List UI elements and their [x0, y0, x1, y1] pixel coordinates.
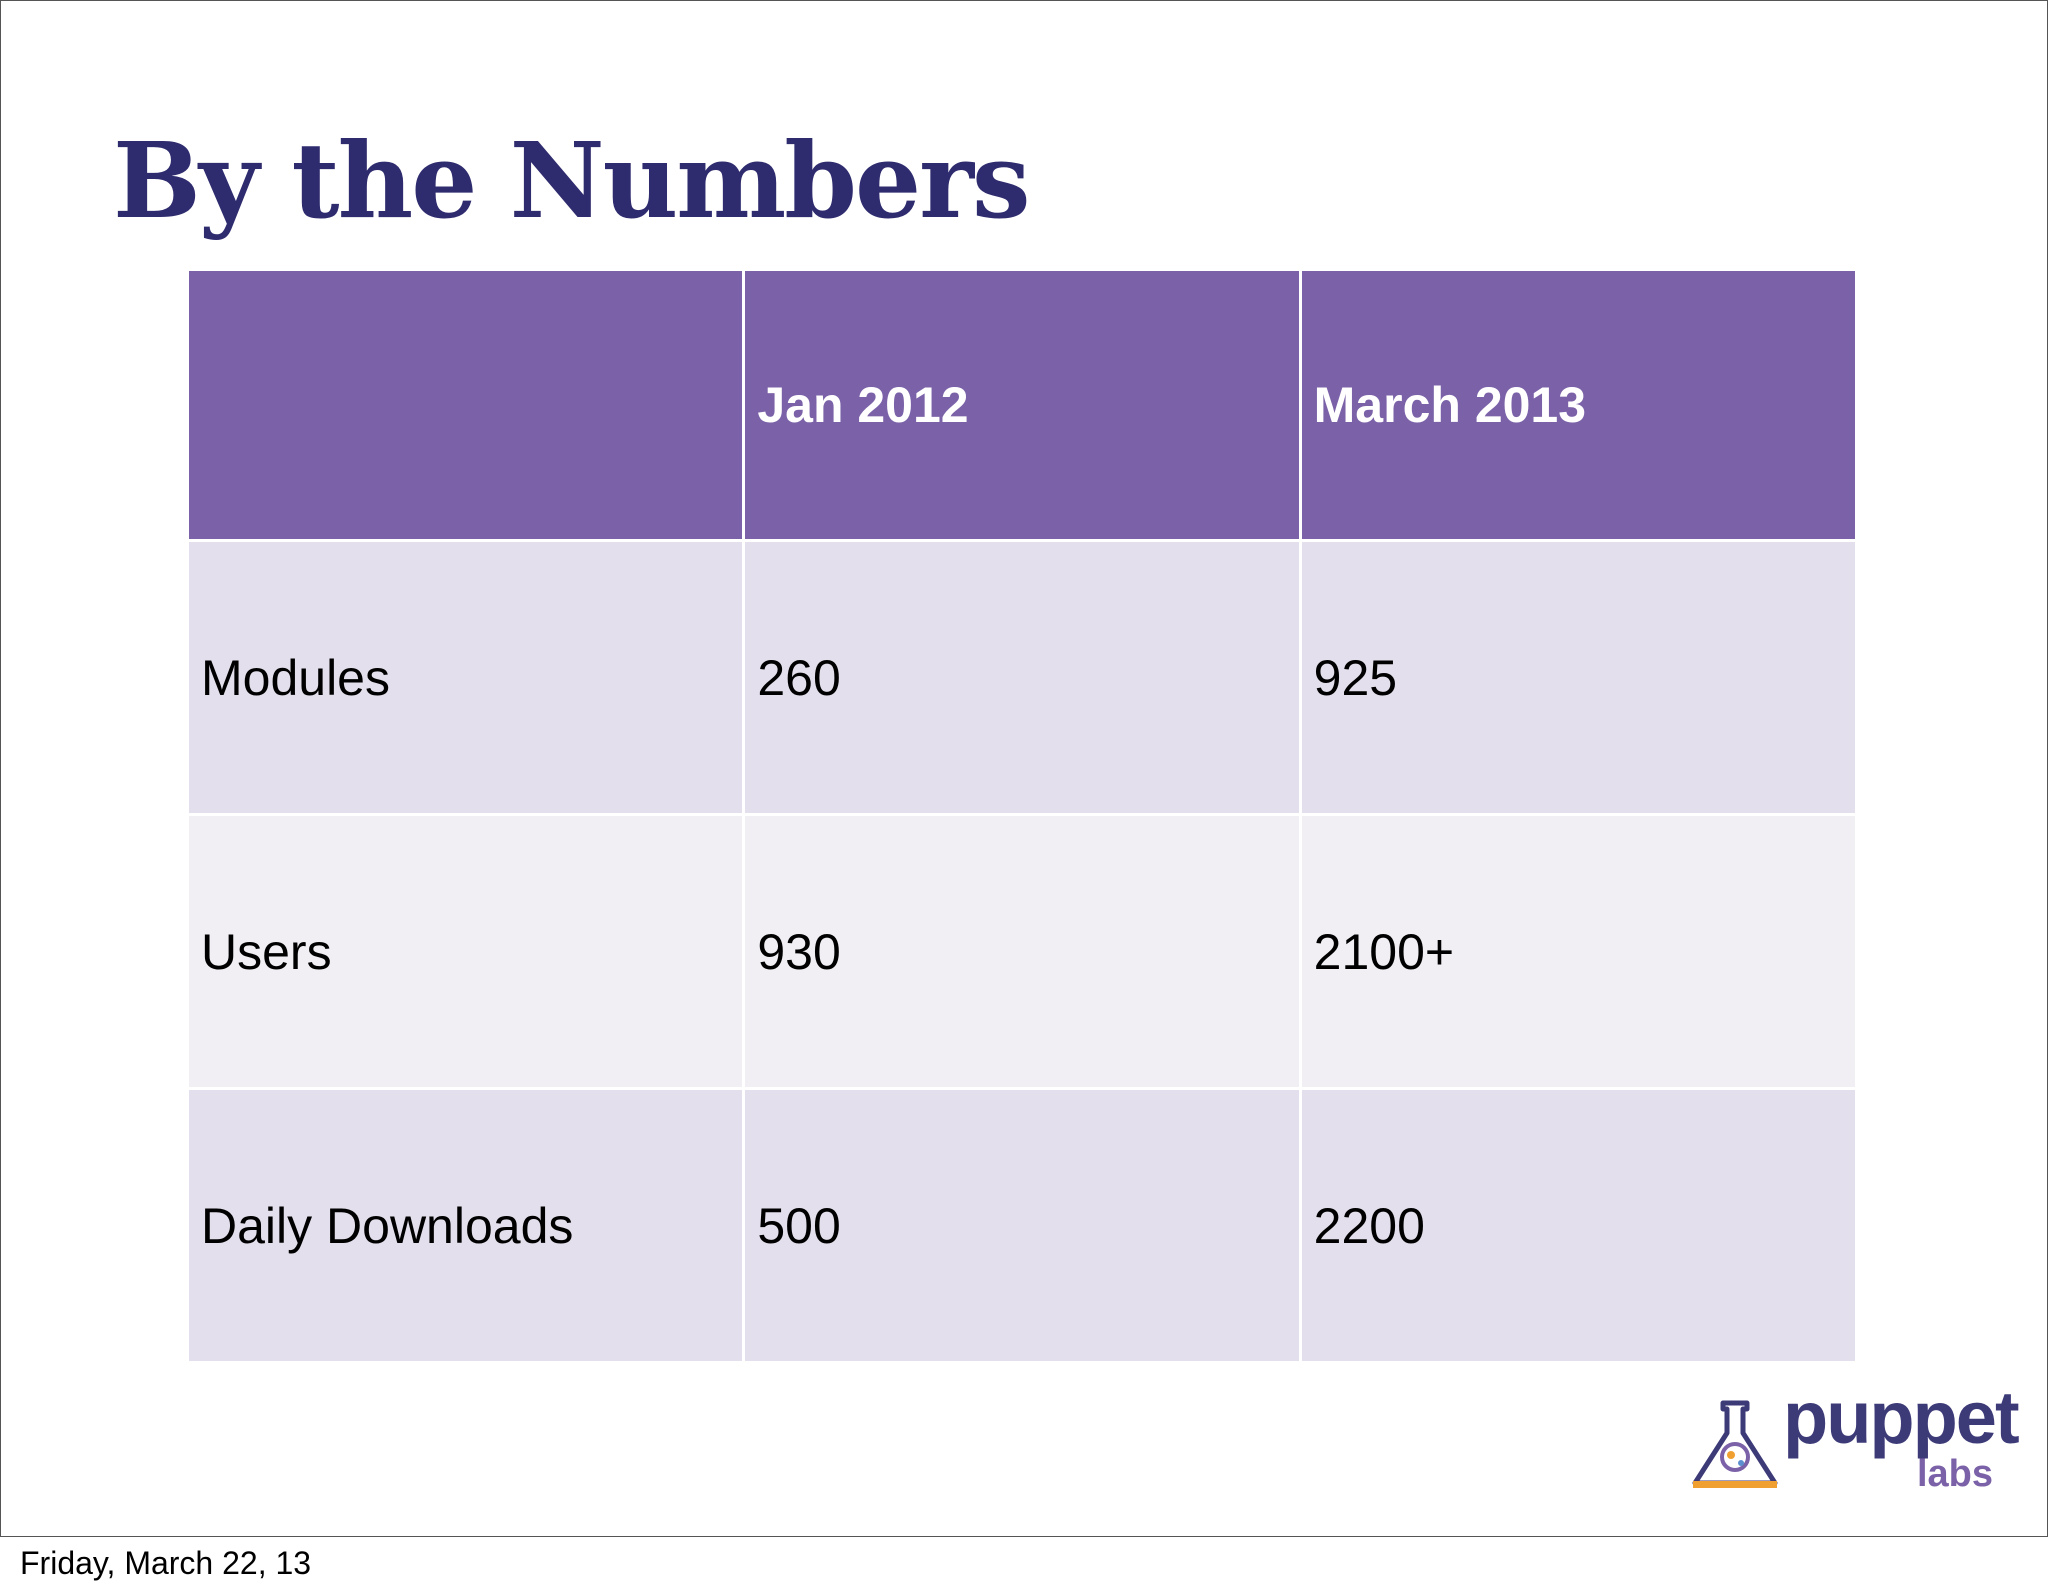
logo-subtext: labs — [1916, 1453, 1993, 1495]
header-cell-empty — [185, 268, 746, 542]
row-label: Users — [185, 813, 746, 1090]
table-cell: 500 — [742, 1087, 1302, 1364]
table-cell: 925 — [1298, 539, 1859, 816]
puppet-labs-logo: puppet labs — [1689, 1381, 2020, 1495]
table-cell: 930 — [742, 813, 1302, 1090]
table-cell: 260 — [742, 539, 1302, 816]
slide: By the Numbers Jan 2012 March 2013 Modul… — [0, 0, 2048, 1537]
row-label: Daily Downloads — [185, 1087, 746, 1364]
table-row: Daily Downloads 500 2200 — [185, 1087, 1859, 1364]
header-cell-march-2013: March 2013 — [1298, 268, 1859, 542]
footer-date: Friday, March 22, 13 — [20, 1545, 312, 1581]
flask-icon — [1692, 1400, 1778, 1488]
table-row: Users 930 2100+ — [185, 813, 1859, 1090]
logo-wordmark: puppet — [1783, 1376, 2020, 1459]
table-header-row: Jan 2012 March 2013 — [185, 268, 1859, 542]
header-cell-jan-2012: Jan 2012 — [742, 268, 1302, 542]
table-cell: 2100+ — [1298, 813, 1859, 1090]
table-cell: 2200 — [1298, 1087, 1859, 1364]
numbers-table: Jan 2012 March 2013 Modules 260 925 User… — [185, 268, 1859, 1364]
row-label: Modules — [185, 539, 746, 816]
table-row: Modules 260 925 — [185, 539, 1859, 816]
slide-title: By the Numbers — [113, 119, 1031, 242]
